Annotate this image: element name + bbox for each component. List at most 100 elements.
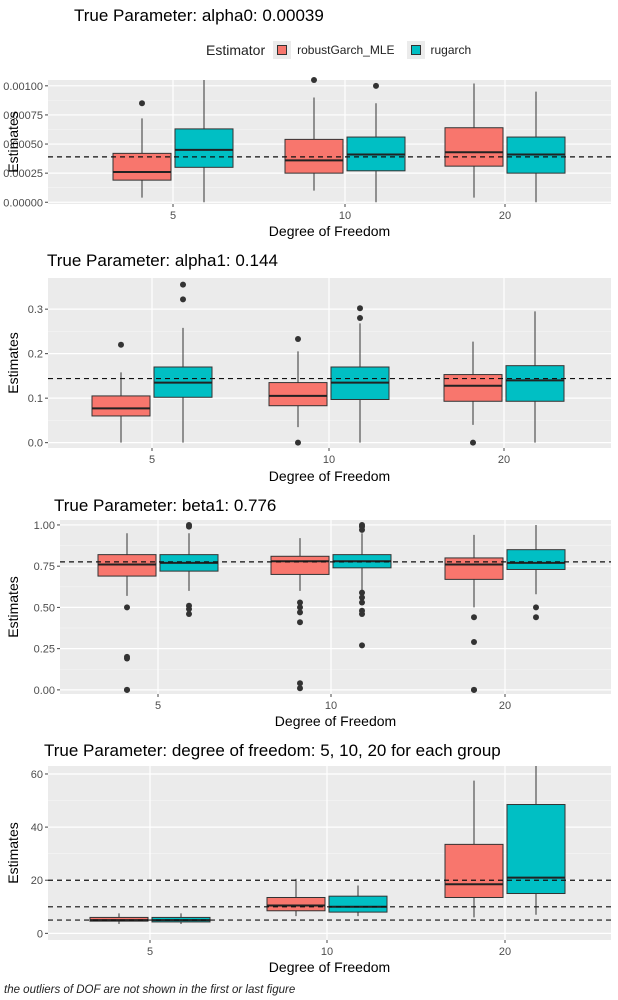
y-tick-label: 0.25 bbox=[34, 644, 55, 656]
x-tick-label: 10 bbox=[339, 210, 351, 222]
box bbox=[506, 804, 566, 895]
y-tick-label: 0.50 bbox=[34, 602, 55, 614]
legend-title: Estimator bbox=[206, 42, 266, 58]
outlier-point bbox=[186, 611, 192, 618]
chart-panel: 0 20 40 60 5 10 20 True Parameter: degree of fr… bbox=[5, 741, 611, 975]
x-tick-label: 20 bbox=[499, 210, 511, 222]
x-tick-label: 10 bbox=[325, 700, 337, 712]
outlier-point bbox=[297, 680, 303, 687]
y-tick-label: 0.00050 bbox=[3, 139, 43, 151]
y-axis-label: Estimates bbox=[5, 576, 21, 637]
box bbox=[444, 843, 504, 898]
outlier-point bbox=[359, 526, 365, 533]
y-axis-label: Estimates bbox=[5, 111, 21, 172]
outlier-point bbox=[139, 100, 145, 107]
outlier-point bbox=[357, 315, 363, 322]
outlier-point bbox=[118, 341, 124, 348]
legend-item-robustgarch-mle: robustGarch_MLE bbox=[273, 41, 395, 59]
outlier-point bbox=[297, 619, 303, 626]
box bbox=[444, 557, 504, 580]
outlier-point bbox=[124, 686, 130, 693]
outlier-point bbox=[359, 642, 365, 649]
box bbox=[266, 896, 326, 912]
legend-label-robustgarch-mle: robustGarch_MLE bbox=[297, 43, 395, 57]
y-tick-label: 0.00075 bbox=[3, 110, 43, 122]
y-tick-label: 0.00 bbox=[34, 685, 55, 697]
chart-panel: 0.00000 0.00025 0.00050 0.00075 0.00100 5 10 20… bbox=[3, 6, 611, 239]
legend: Estimator robustGarch_MLE rugarch bbox=[206, 40, 483, 60]
box bbox=[328, 895, 388, 913]
outlier-point bbox=[359, 611, 365, 618]
box bbox=[505, 365, 565, 402]
outlier-point bbox=[470, 439, 476, 446]
legend-key-robustgarch-mle bbox=[273, 41, 292, 59]
x-tick-label: 5 bbox=[149, 454, 155, 466]
y-tick-label: 0.0 bbox=[28, 438, 43, 450]
y-tick-label: 0.3 bbox=[28, 304, 43, 316]
chart-title: True Parameter: alpha1: 0.144 bbox=[47, 251, 278, 270]
y-tick-label: 0.00100 bbox=[3, 81, 43, 93]
y-tick-label: 0.75 bbox=[34, 561, 55, 573]
x-tick-label: 10 bbox=[321, 946, 333, 958]
chart-panel: 0.0 0.1 0.2 0.3 5 10 20 True Parameter: alpha1:… bbox=[5, 251, 611, 484]
outlier-point bbox=[471, 639, 477, 646]
outlier-point bbox=[295, 439, 301, 446]
outlier-point bbox=[124, 655, 130, 662]
y-tick-label: 20 bbox=[31, 875, 43, 887]
outlier-point bbox=[186, 523, 192, 530]
x-tick-label: 10 bbox=[323, 454, 335, 466]
box bbox=[91, 395, 151, 417]
box bbox=[444, 127, 504, 167]
y-tick-label: 0 bbox=[37, 928, 43, 940]
y-axis-label: Estimates bbox=[5, 332, 21, 393]
outlier-point bbox=[533, 604, 539, 611]
x-axis-label: Degree of Freedom bbox=[269, 223, 390, 239]
y-tick-label: 60 bbox=[31, 769, 43, 781]
outlier-point bbox=[180, 281, 186, 288]
outlier-point bbox=[311, 77, 317, 83]
x-axis-label: Degree of Freedom bbox=[275, 713, 396, 729]
legend-key-rugarch bbox=[406, 41, 425, 59]
outlier-point bbox=[297, 609, 303, 616]
x-tick-label: 20 bbox=[499, 946, 511, 958]
outlier-point bbox=[295, 335, 301, 342]
y-tick-label: 1.00 bbox=[34, 520, 55, 532]
box bbox=[112, 152, 172, 181]
outlier-point bbox=[297, 604, 303, 611]
x-tick-label: 20 bbox=[499, 700, 511, 712]
outlier-point bbox=[297, 599, 303, 606]
outlier-point bbox=[471, 686, 477, 693]
outlier-point bbox=[297, 685, 303, 692]
outlier-point bbox=[471, 614, 477, 621]
x-tick-label: 5 bbox=[147, 946, 153, 958]
y-axis-label: Estimates bbox=[5, 822, 21, 883]
legend-item-rugarch: rugarch bbox=[406, 41, 472, 59]
outlier-point bbox=[373, 82, 379, 89]
outlier-point bbox=[533, 614, 539, 621]
y-tick-label: 0.1 bbox=[28, 393, 43, 405]
box bbox=[270, 555, 330, 575]
chart-title: True Parameter: degree of freedom: 5, 10… bbox=[44, 741, 501, 760]
outlier-point bbox=[359, 589, 365, 596]
outlier-point bbox=[357, 305, 363, 312]
box bbox=[506, 549, 566, 570]
x-axis-label: Degree of Freedom bbox=[269, 468, 390, 484]
footnote: the outliers of DOF are not shown in the… bbox=[4, 984, 296, 996]
y-tick-label: 40 bbox=[31, 822, 43, 834]
x-tick-label: 20 bbox=[498, 454, 510, 466]
y-tick-label: 0.2 bbox=[28, 349, 43, 361]
legend-label-rugarch: rugarch bbox=[430, 43, 472, 57]
box bbox=[174, 128, 234, 168]
y-tick-label: 0.00025 bbox=[3, 168, 43, 180]
y-tick-label: 0.00000 bbox=[3, 197, 43, 209]
chart-title: True Parameter: beta1: 0.776 bbox=[54, 496, 276, 515]
outlier-point bbox=[186, 606, 192, 613]
x-tick-label: 5 bbox=[155, 700, 161, 712]
x-tick-label: 5 bbox=[170, 210, 176, 222]
outlier-point bbox=[359, 599, 365, 606]
outlier-point bbox=[359, 594, 365, 601]
chart-title: True Parameter: alpha0: 0.00039 bbox=[74, 6, 324, 25]
chart-panel: 0.00 0.25 0.50 0.75 1.00 5 10 20 True Parameter:… bbox=[5, 496, 611, 729]
outlier-point bbox=[124, 604, 130, 611]
